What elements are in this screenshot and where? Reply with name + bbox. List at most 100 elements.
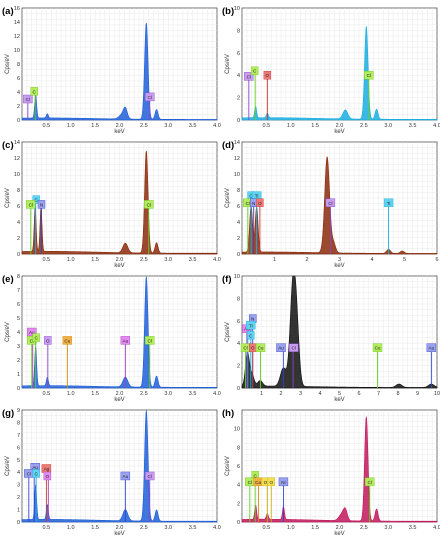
x-tick-label: 2.5: [140, 525, 148, 531]
y-tick-label: 10: [234, 274, 240, 280]
element-label: O: [46, 474, 50, 479]
element-label: Ti: [387, 201, 391, 206]
y-tick-label: 4: [237, 73, 240, 79]
element-label: Ag: [44, 466, 50, 471]
grid-e: [22, 276, 217, 388]
element-label: Cu: [64, 338, 70, 343]
y-tick-label: 8: [17, 188, 20, 194]
y-tick-label: 8: [237, 188, 240, 194]
y-tick-label: 4: [17, 90, 20, 96]
y-tick-label: 8: [17, 62, 20, 68]
element-label-box: [267, 477, 275, 487]
y-tick-label: 14: [14, 20, 20, 26]
element-label-box: [120, 471, 131, 481]
y-tick-label: 8: [237, 28, 240, 34]
y-tick-label: 1: [17, 372, 20, 378]
element-label: Cl: [368, 480, 372, 485]
element-label-box: [120, 336, 131, 345]
spectrum-g: [21, 410, 218, 523]
y-tick-label: 6: [237, 204, 240, 210]
element-label: Cl: [29, 202, 33, 207]
y-tick-label: 10: [234, 6, 240, 12]
x-tick-label: 3.5: [409, 123, 417, 129]
x-tick-label: 5: [403, 257, 406, 263]
x-tick-label: 0.5: [263, 123, 271, 129]
x-tick-label: 4.0: [433, 525, 440, 531]
x-tick-label: 4: [318, 391, 321, 397]
y-tick-label: 0: [237, 386, 240, 392]
panel-f: NAuTiCClOCuAuClCuAu123456789100246810keV…: [222, 274, 440, 403]
element-label: Cl: [30, 338, 34, 343]
x-tick-label: 0.5: [43, 257, 51, 263]
element-label: N: [251, 317, 254, 322]
y-axis-label: Cps/eV: [225, 322, 231, 342]
y-tick-label: 8: [17, 274, 20, 280]
x-tick-label: 3.0: [164, 391, 172, 397]
x-tick-label: 2.0: [116, 123, 124, 129]
x-tick-label: 2.5: [360, 525, 368, 531]
element-label: Au: [278, 346, 284, 351]
y-tick-label: 8: [237, 445, 240, 451]
element-label: C: [249, 333, 253, 338]
x-tick-label: 1.0: [287, 525, 295, 531]
panel-tag: (b): [222, 6, 234, 17]
x-tick-label: 1.0: [67, 257, 75, 263]
y-tick-label: 6: [17, 445, 20, 451]
y-axis-label: Cps/eV: [5, 322, 11, 342]
y-tick-label: 2: [237, 501, 240, 507]
grid-d: [242, 142, 437, 254]
x-tick-label: 5: [338, 391, 341, 397]
x-tick-label: 1.0: [287, 123, 295, 129]
x-tick-label: 2.5: [140, 391, 148, 397]
element-label: Cl: [292, 346, 296, 351]
grid-c: [22, 142, 217, 254]
element-label: Cl: [27, 471, 31, 476]
x-tick-label: 1.5: [91, 525, 99, 531]
x-tick-label: 4.0: [213, 257, 221, 263]
y-tick-label: 2: [237, 364, 240, 370]
y-tick-label: 2: [17, 104, 20, 110]
element-label-box: [383, 198, 394, 208]
x-tick-label: 1: [273, 257, 276, 263]
x-tick-label: 1.5: [311, 525, 319, 531]
element-label: Ni: [281, 480, 285, 485]
x-axis-label: keV: [114, 129, 124, 135]
x-tick-label: 9: [416, 391, 419, 397]
x-axis-label: keV: [334, 263, 344, 269]
element-label-box: [276, 343, 286, 352]
x-tick-label: 2.5: [140, 257, 148, 263]
y-tick-label: 10: [234, 172, 240, 178]
y-tick-label: 0: [17, 252, 20, 258]
x-tick-label: 3: [299, 391, 302, 397]
x-tick-label: 6: [357, 391, 360, 397]
y-tick-label: 4: [237, 220, 240, 226]
x-tick-label: 4.0: [213, 391, 221, 397]
y-axis-label: Cps/eV: [5, 456, 11, 476]
x-tick-label: 1.5: [91, 391, 99, 397]
x-tick-label: 6: [435, 257, 438, 263]
element-label: Cl: [367, 73, 371, 78]
element-label: C: [253, 473, 257, 478]
panel-tag: (c): [2, 140, 14, 151]
x-tick-label: 3.5: [189, 391, 197, 397]
x-tick-label: 0.5: [263, 525, 271, 531]
element-label-box: [145, 336, 155, 345]
y-tick-label: 1: [17, 508, 20, 514]
x-tick-label: 2.0: [116, 391, 124, 397]
x-tick-label: 3.0: [164, 123, 172, 129]
y-tick-label: 2: [17, 495, 20, 501]
element-label-box: [278, 477, 289, 487]
y-axis-label: Cps/eV: [5, 54, 11, 74]
element-label: C: [34, 198, 38, 203]
y-tick-label: 6: [237, 319, 240, 325]
element-label-box: [372, 343, 383, 352]
element-label: Ti: [249, 323, 253, 328]
y-tick-label: 4: [17, 470, 20, 476]
element-label-box: [32, 469, 40, 478]
element-label: Au: [29, 330, 35, 335]
element-label: O: [46, 338, 50, 343]
y-tick-label: 10: [234, 427, 240, 433]
x-tick-label: 1.0: [67, 123, 75, 129]
x-tick-label: 3.0: [164, 525, 172, 531]
